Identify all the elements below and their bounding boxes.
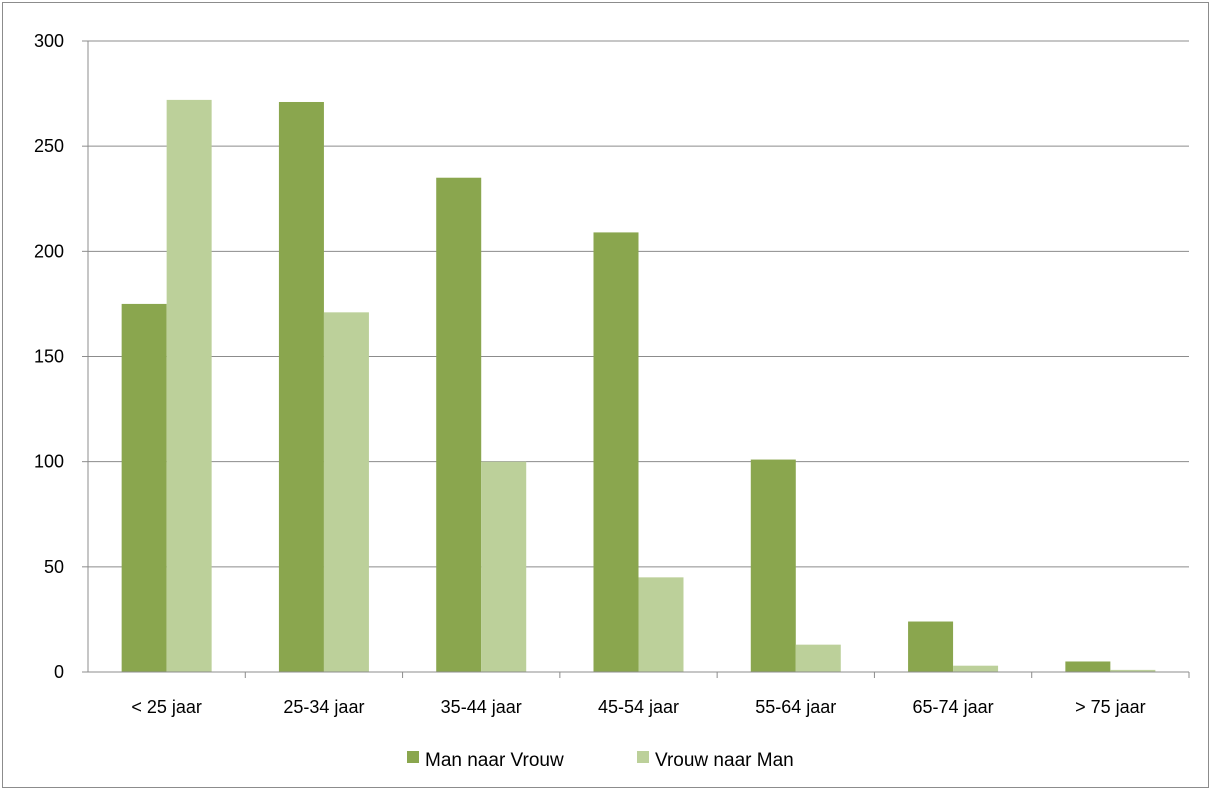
bar-series-2-1 [323, 312, 369, 672]
legend-swatch-series-1 [407, 751, 419, 763]
y-tick-label: 100 [34, 452, 64, 472]
y-tick-label: 250 [34, 136, 64, 156]
x-tick-label: 55-64 jaar [755, 697, 836, 717]
bar-series-2-4 [795, 644, 841, 672]
bar-series-1-6 [1065, 661, 1111, 672]
x-tick-label: > 75 jaar [1075, 697, 1146, 717]
bar-series-1-5 [908, 621, 954, 672]
y-tick-label: 200 [34, 241, 64, 261]
legend-label-series-1: Man naar Vrouw [425, 750, 564, 771]
bar-series-2-3 [638, 577, 684, 672]
x-tick-label: < 25 jaar [131, 697, 202, 717]
y-tick-label: 150 [34, 347, 64, 367]
gridlines [88, 40, 1189, 568]
bar-series-2-5 [953, 665, 999, 672]
bar-series-2-2 [481, 461, 527, 672]
bar-series-1-1 [278, 101, 324, 673]
y-axis: 0 50 100 150 200 250 300 [34, 31, 89, 682]
bar-series-1-0 [121, 303, 167, 672]
x-tick-label: 45-54 jaar [598, 697, 679, 717]
legend: Man naar Vrouw Vrouw naar Man [407, 750, 794, 771]
x-tick-label: 65-74 jaar [913, 697, 994, 717]
x-axis: < 25 jaar 25-34 jaar 35-44 jaar 45-54 jaar 5… [88, 671, 1190, 717]
y-tick-label: 300 [34, 31, 64, 51]
bar-series-2-6 [1110, 669, 1156, 672]
legend-label-series-2: Vrouw naar Man [655, 750, 794, 771]
bar-series-1-3 [593, 232, 639, 673]
legend-swatch-series-2 [637, 751, 649, 763]
bar-series-1-4 [750, 459, 796, 672]
y-tick-label: 50 [44, 557, 64, 577]
bars [121, 99, 1156, 673]
bar-series-1-2 [436, 177, 482, 672]
bar-series-2-0 [166, 99, 212, 673]
x-tick-label: 25-34 jaar [283, 697, 364, 717]
x-tick-label: 35-44 jaar [441, 697, 522, 717]
y-tick-label: 0 [54, 662, 64, 682]
